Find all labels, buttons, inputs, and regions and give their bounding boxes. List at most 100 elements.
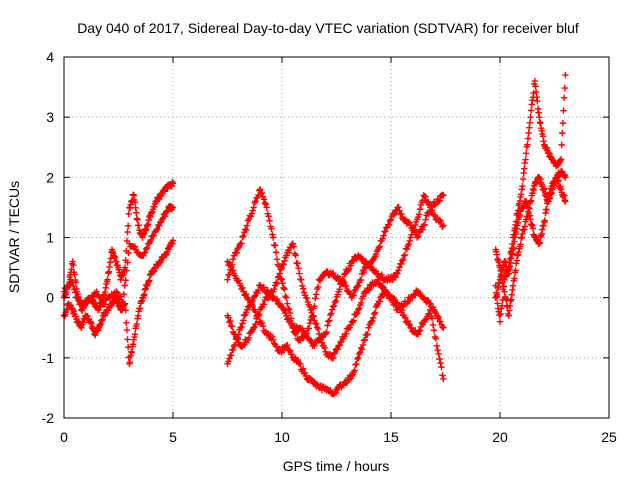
data-point-dense [240, 232, 247, 240]
data-point-dense [280, 284, 287, 292]
data-point [394, 270, 401, 277]
data-point-dense [305, 325, 312, 332]
data-point-dense [284, 300, 291, 307]
data-point [387, 216, 395, 223]
data-point-dense [298, 276, 305, 284]
data-point-dense [126, 359, 134, 366]
data-point-dense [278, 265, 285, 272]
data-point-dense [340, 277, 347, 285]
data-point-dense [414, 331, 422, 338]
data-point-dense [257, 304, 265, 312]
data-point-dense [122, 277, 129, 284]
data-point-dense [434, 314, 441, 322]
data-point-dense [510, 244, 517, 252]
data-point-dense [272, 249, 280, 256]
data-point-dense [329, 269, 337, 277]
data-point-dense [412, 291, 419, 299]
data-point [237, 324, 244, 331]
data-point-dense [142, 249, 149, 256]
data-point-dense [382, 228, 389, 235]
data-point-dense [398, 260, 405, 268]
data-point-dense [541, 185, 548, 192]
data-point [296, 270, 303, 277]
data-point [440, 324, 447, 331]
data-point-dense [437, 359, 444, 367]
data-point [440, 192, 447, 199]
data-point-dense [225, 314, 232, 321]
data-point-dense [334, 346, 341, 353]
data-point-dense [120, 291, 127, 298]
data-point-dense [313, 324, 321, 331]
data-point-dense [526, 119, 534, 127]
data-point [276, 270, 284, 277]
x-axis-label: GPS time / hours [283, 458, 390, 474]
data-point-dense [266, 217, 273, 225]
data-point [433, 342, 440, 349]
data-point-dense [306, 303, 313, 310]
data-point-dense [558, 141, 565, 149]
data-point-dense [133, 320, 141, 328]
data-point [440, 222, 447, 229]
data-point-dense [265, 213, 272, 220]
data-point-dense [532, 83, 539, 90]
data-point-dense [156, 222, 163, 229]
data-point-dense [117, 296, 125, 303]
data-point-dense [281, 257, 288, 265]
data-point-dense [404, 317, 412, 325]
data-point-dense [299, 285, 307, 292]
data-point-dense [428, 315, 436, 322]
data-point-dense [123, 267, 130, 274]
data-point-dense [310, 313, 317, 320]
data-point-dense [229, 346, 237, 354]
data-point-dense [277, 266, 284, 273]
data-point-dense [359, 293, 367, 300]
data-point-dense [131, 330, 139, 338]
data-points [60, 71, 569, 398]
data-point-dense [251, 293, 258, 300]
data-point-dense [321, 344, 328, 351]
data-point-dense [527, 107, 535, 114]
data-point-dense [260, 301, 268, 308]
data-point-dense [261, 199, 269, 207]
data-point-dense [314, 325, 322, 333]
data-point-dense [258, 189, 266, 197]
data-point-dense [241, 312, 248, 319]
data-point-dense [306, 319, 313, 327]
data-point [270, 336, 277, 343]
data-point-dense [422, 193, 429, 200]
data-point-dense [560, 94, 568, 102]
data-point-dense [258, 319, 266, 327]
data-point [374, 276, 382, 283]
data-point-dense [271, 285, 278, 293]
data-point-dense [496, 311, 503, 319]
data-point-dense [146, 277, 153, 284]
data-point-dense [124, 336, 131, 343]
data-point-dense [306, 336, 313, 343]
data-point [257, 186, 264, 193]
data-point-dense [242, 290, 250, 298]
data-point [562, 198, 569, 205]
data-point-dense [345, 265, 353, 273]
data-point-dense [271, 242, 279, 249]
data-point-dense [124, 343, 132, 351]
data-point-dense [412, 221, 419, 229]
data-point-dense [493, 291, 501, 298]
data-point [328, 306, 336, 313]
data-point-dense [396, 264, 403, 271]
data-point [230, 342, 238, 349]
data-point-dense [424, 198, 431, 205]
data-point-dense [234, 336, 241, 343]
data-point [263, 204, 270, 211]
data-point-dense [228, 323, 236, 330]
data-point-dense [238, 240, 245, 247]
data-point-dense [297, 360, 304, 368]
data-point-dense [253, 315, 260, 322]
data-point-dense [541, 217, 549, 224]
chart-title: Day 040 of 2017, Sidereal Day-to-day VTE… [77, 20, 579, 36]
data-point-dense [299, 282, 306, 289]
data-point-dense [350, 317, 357, 324]
data-point-dense [344, 267, 352, 274]
data-point-dense [285, 346, 293, 354]
data-point-dense [419, 197, 426, 204]
data-point-dense [228, 263, 235, 271]
